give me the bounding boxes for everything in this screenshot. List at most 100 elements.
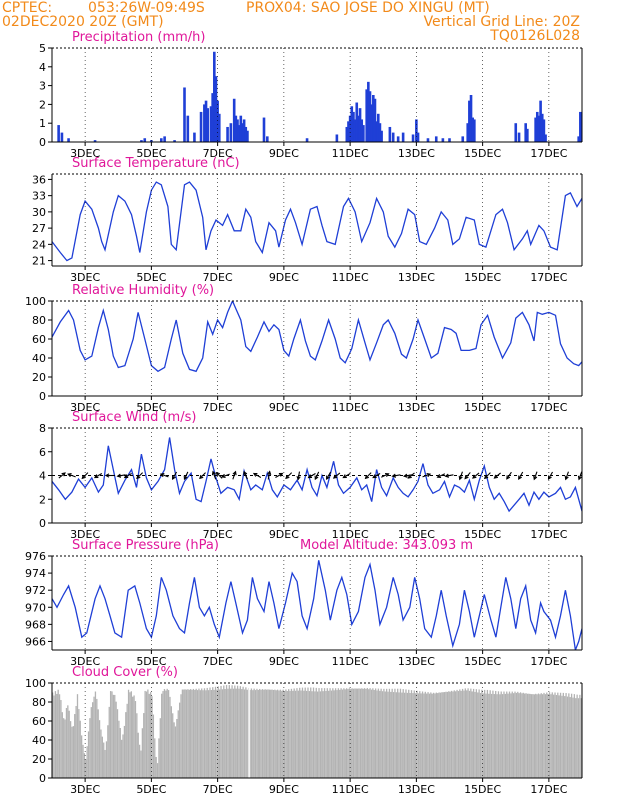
wind-arrow-shaft xyxy=(333,472,341,479)
wind-arrow-shaft xyxy=(267,471,271,480)
precip-bar xyxy=(355,102,359,142)
wind-arrow xyxy=(564,471,569,481)
wind-arrow-head xyxy=(364,474,370,480)
cloud-bar xyxy=(261,689,264,778)
cloud-bar xyxy=(344,689,346,778)
cloud-bar xyxy=(467,688,469,778)
cloud-bar xyxy=(426,693,428,778)
cloud-bar xyxy=(283,691,286,778)
cloud-bar xyxy=(219,689,221,778)
cloud-bar xyxy=(286,690,288,778)
cloud-bar xyxy=(485,693,487,778)
precip-bar xyxy=(401,132,405,142)
wind-arrow xyxy=(171,471,178,480)
cloud-bar xyxy=(267,689,269,778)
x-tick-label: 9DEC xyxy=(269,271,299,284)
wind-arrow-head xyxy=(533,475,538,481)
cloud-bar xyxy=(54,691,57,778)
cloud-bar xyxy=(166,688,168,778)
cloud-bar xyxy=(100,729,102,778)
cloud-bar xyxy=(336,690,338,778)
cloud-bar xyxy=(384,691,386,778)
cloud-bar xyxy=(373,690,375,778)
cloud-bar xyxy=(379,690,381,778)
x-tick-label: 11DEC xyxy=(332,528,369,541)
cloud-bar xyxy=(155,756,157,778)
cloud-bar xyxy=(321,688,323,778)
cloud-bar xyxy=(285,689,287,778)
precip-bar xyxy=(193,132,196,142)
cloud-bar xyxy=(252,690,254,778)
precip-bar xyxy=(203,104,206,142)
cloud-bar xyxy=(459,689,461,778)
y-tick-label: 974 xyxy=(25,567,46,580)
x-tick-label: 13DEC xyxy=(398,147,435,160)
wind-arrow-head xyxy=(483,474,489,480)
wind-arrow-head xyxy=(506,475,511,480)
precip-bar xyxy=(241,123,244,142)
cloud-bar xyxy=(437,693,439,778)
wind-arrow-shaft xyxy=(308,473,316,478)
cloud-bar xyxy=(149,692,152,778)
cloud-bar xyxy=(257,689,259,778)
precip-bar xyxy=(426,138,430,142)
cloud-bar xyxy=(279,689,282,778)
cloud-bar xyxy=(391,688,393,778)
cloud-bar xyxy=(339,689,341,778)
x-tick-label: 13DEC xyxy=(398,271,435,284)
y-tick-label: 100 xyxy=(25,677,46,690)
cloud-bar xyxy=(512,693,515,778)
wind-arrow-shaft xyxy=(124,473,132,478)
y-tick-label: 30 xyxy=(32,206,46,219)
x-tick-label: 17DEC xyxy=(530,783,567,796)
precip-bar xyxy=(266,136,269,142)
cloud-bar xyxy=(235,688,237,778)
plot-area xyxy=(57,51,582,142)
cloud-bar xyxy=(497,691,500,778)
precip-bar xyxy=(173,140,176,142)
precip-bar xyxy=(199,111,203,142)
y-tick-label: 972 xyxy=(25,584,46,597)
cloud-bar xyxy=(381,691,384,778)
precip-bar xyxy=(539,100,542,142)
cloud-bar xyxy=(152,714,155,778)
precip-bar xyxy=(246,130,249,142)
wind-arrow-head xyxy=(314,475,319,481)
wind-arrow-shaft xyxy=(221,473,230,478)
cloud-bar xyxy=(178,702,181,778)
header-model: TQ0126L028 xyxy=(489,28,580,44)
cloud-bar xyxy=(300,690,302,778)
cloud-bar xyxy=(496,694,498,778)
cloud-bar xyxy=(243,689,246,778)
wind-arrow-shaft xyxy=(117,474,126,477)
precip-bar xyxy=(391,132,395,142)
cloud-bar xyxy=(419,691,421,778)
precip-bar xyxy=(434,136,438,142)
cloud-bar xyxy=(199,690,201,778)
cloud-bar xyxy=(569,697,571,778)
precip-bar xyxy=(347,121,350,142)
precip-bar xyxy=(350,106,354,142)
x-tick-label: 17DEC xyxy=(530,401,567,414)
wind-arrow-shaft xyxy=(445,474,454,477)
precip-bar xyxy=(206,108,209,142)
cloud-bar xyxy=(376,690,378,778)
cloud-bar xyxy=(383,688,385,778)
cloud-bar xyxy=(156,763,159,778)
cloud-bar xyxy=(368,689,370,778)
x-tick-label: 7DEC xyxy=(203,655,233,668)
cloud-bar xyxy=(276,689,279,778)
wind-arrow xyxy=(285,472,293,480)
cloud-bar xyxy=(442,692,444,778)
wind-arrow xyxy=(243,470,248,480)
precip-bar xyxy=(448,138,451,142)
panel-title: Relative Humidity (%) xyxy=(72,283,214,298)
wind-arrow-shaft xyxy=(518,471,524,480)
cloud-bar xyxy=(484,689,486,778)
wind-arrow xyxy=(342,473,351,479)
cloud-bar xyxy=(137,732,139,778)
precip-bar xyxy=(242,119,246,142)
precip-bar xyxy=(466,123,470,142)
cloud-bar xyxy=(127,689,130,778)
wind-arrow xyxy=(464,472,471,480)
